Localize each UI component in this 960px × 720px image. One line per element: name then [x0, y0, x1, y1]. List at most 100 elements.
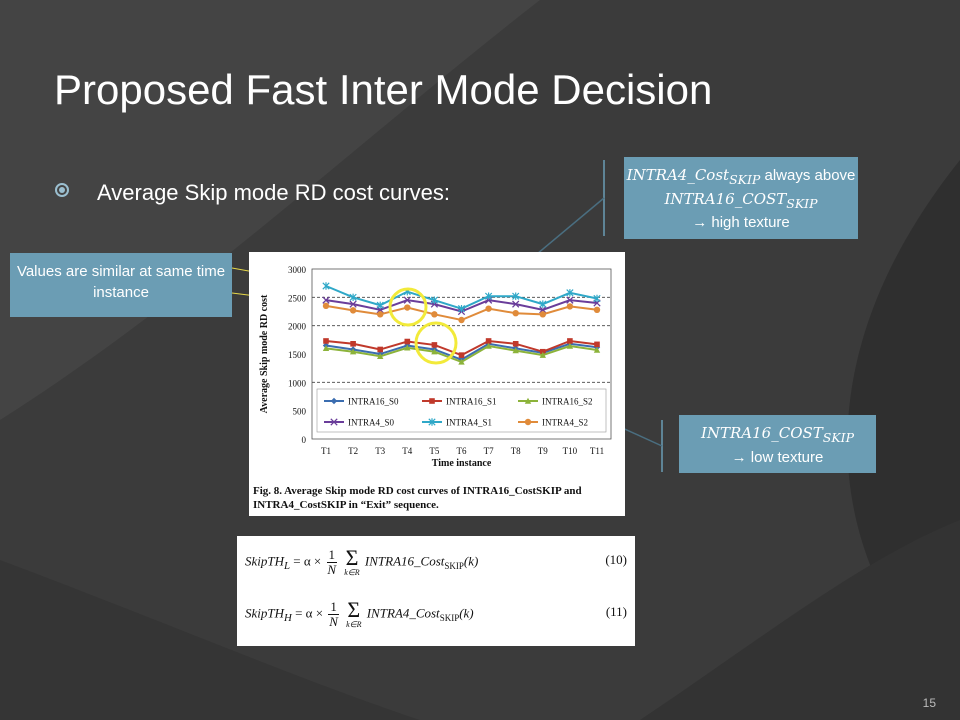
- equation-number: (11): [605, 604, 627, 619]
- data-point-intra16_s1: [431, 342, 438, 348]
- legend-label: INTRA4_S0: [348, 418, 395, 428]
- data-point-intra4_s2: [539, 311, 546, 318]
- slide-title: Proposed Fast Inter Mode Decision: [54, 66, 713, 113]
- y-tick-label: 1500: [288, 350, 307, 360]
- data-point-intra4_s2: [485, 305, 492, 312]
- legend-label: INTRA16_S1: [446, 397, 497, 407]
- data-point-intra4_s1: [593, 294, 601, 303]
- data-point-intra16_s2: [404, 344, 411, 351]
- data-point-intra4_s2: [377, 311, 384, 318]
- data-point-intra4_s1: [376, 301, 384, 309]
- math-intra4-cost: INTRA4_Cost: [626, 166, 730, 184]
- data-point-intra4_s1: [539, 300, 547, 308]
- x-axis-label: Time instance: [432, 458, 492, 469]
- x-tick-label: T9: [538, 446, 548, 456]
- x-tick-label: T2: [348, 446, 358, 456]
- data-point-intra16_s1: [404, 338, 411, 345]
- figure-panel: 0 500 1000 1500 2000 2500 3000 T1 T2 T3 T4 T5 T6 T7 T8…: [249, 252, 625, 516]
- math-intra16-cost: INTRA16_COST: [664, 189, 787, 208]
- eq-body: INTRA16_Cost: [364, 553, 445, 569]
- x-tick-label: T10: [563, 446, 578, 456]
- y-tick-label: 0: [302, 435, 307, 445]
- data-point-intra16_s1: [377, 346, 383, 353]
- data-point-intra4_s2: [566, 303, 574, 310]
- data-point-intra4_s2: [458, 316, 465, 324]
- legend-label: INTRA4_S2: [542, 418, 588, 428]
- math-sub: SKIP: [822, 430, 855, 445]
- y-tick-label: 2500: [288, 293, 307, 303]
- legend-marker: [524, 418, 532, 426]
- data-point-intra16_s1: [485, 338, 492, 344]
- data-point-intra16_s2: [512, 347, 519, 354]
- legend-marker: [330, 418, 338, 426]
- data-point-intra4_s1: [457, 304, 466, 313]
- data-point-intra16_s2: [485, 342, 492, 349]
- callout-similar-values-text: Values are similar at same time instance: [16, 263, 226, 301]
- equation-number: (10): [605, 552, 627, 567]
- figure-caption: Fig. 8. Average Skip mode RD cost curves…: [253, 485, 582, 512]
- plot-area: [311, 268, 612, 440]
- legend-marker: [428, 418, 436, 426]
- bullet-text: Average Skip mode RD cost curves:: [97, 180, 450, 205]
- data-point-intra4_s2: [349, 307, 357, 314]
- data-point-intra4_s1: [512, 292, 520, 300]
- legend-marker: [330, 397, 338, 405]
- data-point-intra4_s0: [512, 300, 520, 308]
- x-tick-label: T5: [429, 446, 439, 456]
- data-point-intra16_s2: [322, 345, 330, 352]
- data-point-intra16_s1: [594, 341, 600, 348]
- data-point-intra4_s2: [431, 311, 438, 318]
- math-intra16-cost: INTRA16_COST: [700, 424, 823, 442]
- x-tick-label: T1: [321, 446, 331, 456]
- y-tick-label: 1000: [288, 378, 307, 388]
- page-number: 15: [922, 696, 936, 710]
- eq-lhs: SkipTH: [245, 553, 284, 569]
- data-point-intra4_s2: [593, 306, 601, 313]
- data-point-intra4_s1: [566, 289, 574, 297]
- data-point-intra16_s1: [350, 341, 356, 347]
- callout-similar-values: Values are similar at same time instance: [10, 253, 232, 317]
- data-point-intra16_s2: [593, 346, 601, 353]
- y-axis-label: Average Skip mode RD cost: [259, 294, 270, 413]
- data-point-intra16_s1: [540, 348, 546, 355]
- math-sub: SKIP: [786, 195, 818, 211]
- legend-marker: [429, 398, 435, 404]
- callout-text: always above: [760, 167, 856, 184]
- data-point-intra4_s0: [566, 296, 574, 304]
- data-point-intra16_s1: [458, 352, 465, 358]
- x-tick-label: T11: [590, 446, 604, 456]
- x-tick-label: T4: [402, 446, 412, 456]
- bullet-item: Average Skip mode RD cost curves:: [55, 180, 450, 206]
- y-tick-label: 2000: [288, 322, 307, 332]
- y-tick-label: 500: [293, 407, 307, 417]
- data-point-intra4_s1: [484, 292, 493, 300]
- bullet-icon: [55, 183, 69, 197]
- rd-cost-chart: 0 500 1000 1500 2000 2500 3000 T1 T2 T3 T4 T5 T6 T7 T8…: [259, 265, 612, 469]
- callout-high-texture: INTRA4_CostSKIP always above INTRA16_COS…: [624, 157, 858, 239]
- legend-marker: [524, 397, 532, 404]
- x-tick-label: T3: [375, 446, 385, 456]
- callout-low-texture: INTRA16_COSTSKIP → low texture: [679, 415, 876, 473]
- data-point-intra4_s2: [404, 304, 411, 311]
- eq-lhs: SkipTH: [245, 605, 284, 621]
- x-tick-label: T6: [457, 446, 467, 456]
- data-point-intra4_s2: [512, 310, 519, 317]
- data-point-intra4_s1: [430, 296, 439, 304]
- eq-lhs-sub: H: [284, 612, 292, 625]
- data-point-intra4_s0: [539, 306, 547, 314]
- data-point-intra16_s2: [377, 353, 384, 359]
- data-point-intra4_s0: [349, 300, 357, 308]
- y-tick-label: 3000: [288, 265, 307, 275]
- data-point-intra16_s2: [458, 358, 465, 365]
- x-tick-label: T7: [484, 446, 494, 456]
- legend-label: INTRA16_S0: [348, 397, 399, 407]
- callout-text: → low texture: [731, 448, 824, 466]
- math-sub: SKIP: [729, 172, 761, 187]
